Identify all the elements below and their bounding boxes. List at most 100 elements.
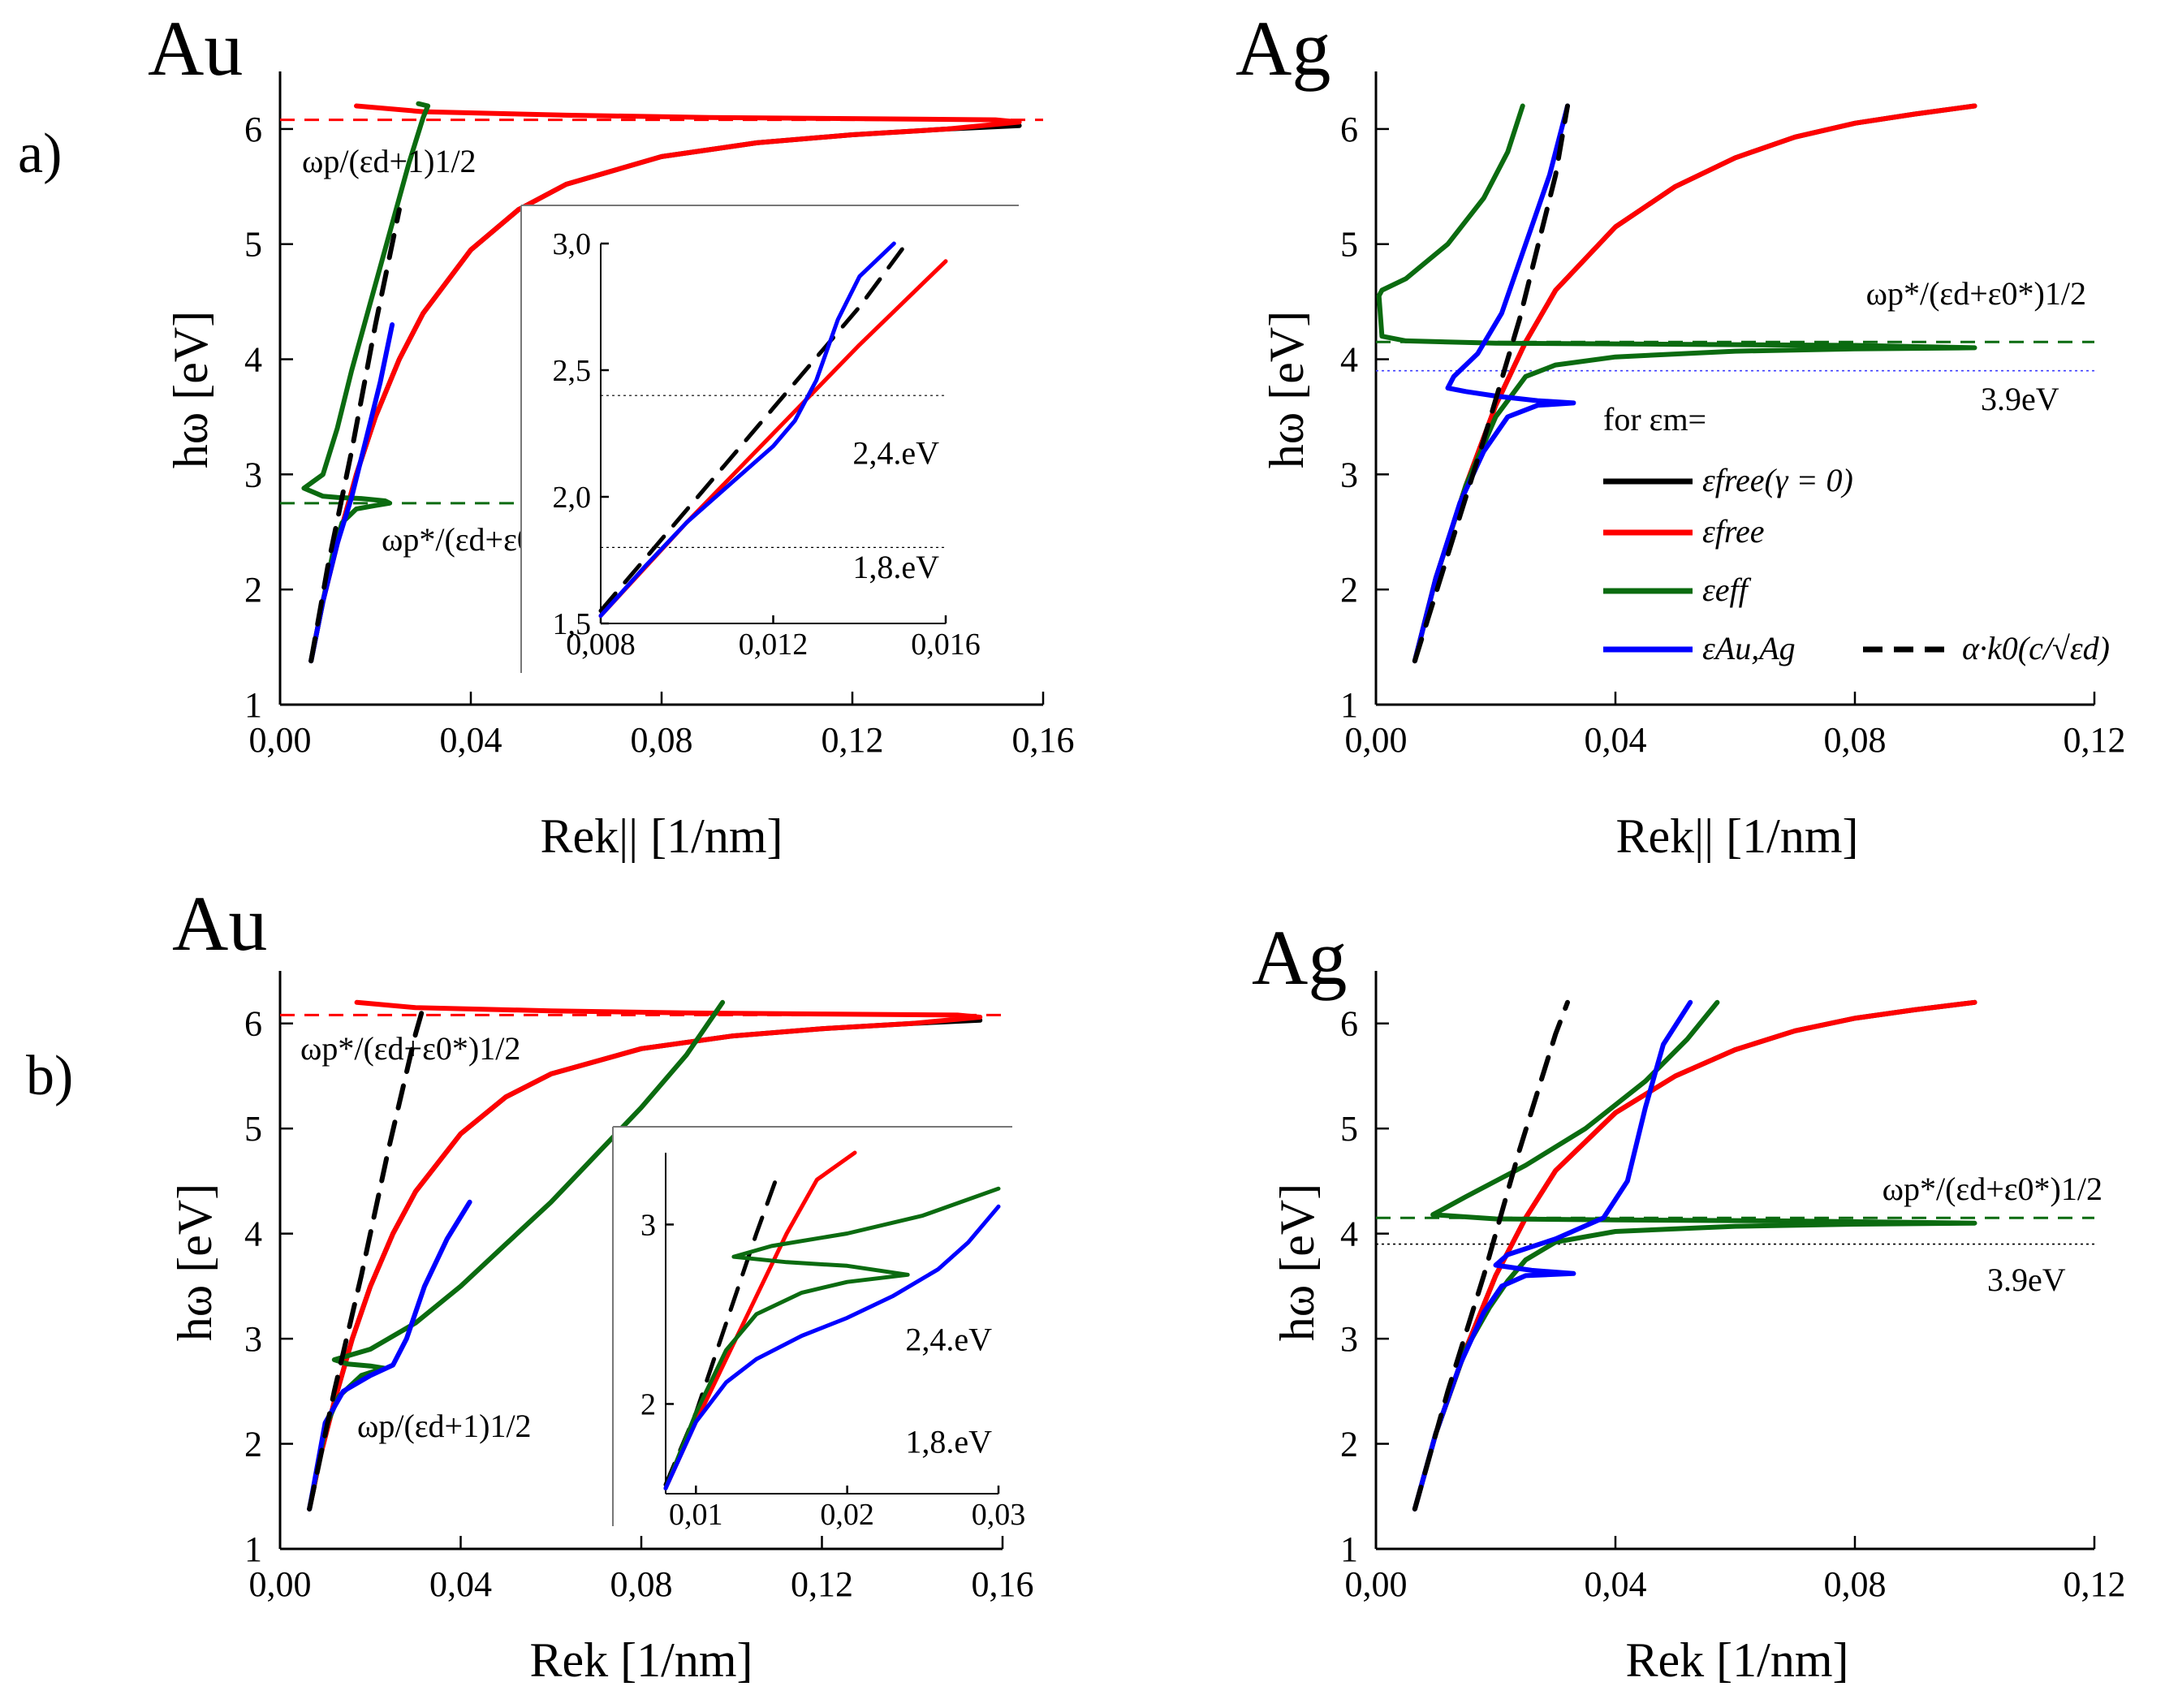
series-line-eff <box>1376 103 1977 664</box>
x-tick-label: 0,04 <box>1585 1564 1647 1604</box>
annotation-wp-star-b-au: ωp*/(εd+ε0*)1/2 <box>300 1030 520 1067</box>
series-line-eff <box>663 1186 1001 1490</box>
plot-area-a-ag: 0,00 0,04 0,08 0,12 1 2 3 4 5 6 <box>1340 71 2126 760</box>
y-axis-label-a-ag: hω [eV] <box>1260 311 1313 468</box>
x-tick-label: 0,12 <box>2064 1564 2126 1604</box>
annotation-wp-eps-d-plus-1-b: ωp/(εd+1)1/2 <box>357 1408 532 1444</box>
x-tick-label: 0,016 <box>911 628 981 662</box>
y-tick-label: 5 <box>244 1109 262 1149</box>
y-axis-label-a-au: hω [eV] <box>164 311 218 468</box>
x-tick-label: 0,04 <box>440 720 502 760</box>
metal-label-ag-b: Ag <box>1252 914 1347 1001</box>
x-tick-label: 0,00 <box>1345 720 1408 760</box>
legend-label-eff: εeff <box>1702 571 1752 608</box>
x-tick-label: 0,16 <box>1012 720 1075 760</box>
x-axis-label-a-au: Rek|| [1/nm] <box>541 809 783 863</box>
y-tick-label: 6 <box>244 110 262 149</box>
series-line-free <box>1412 999 1977 1512</box>
x-tick-label: 0,04 <box>1585 720 1647 760</box>
y-tick-label: 5 <box>1340 1109 1358 1149</box>
series-line-au-ag <box>598 241 896 619</box>
series-line-au-ag <box>1412 999 1693 1512</box>
y-tick-label: 1 <box>244 685 262 725</box>
y-tick-label: 3 <box>244 455 262 494</box>
inset-note-1-8ev: 1,8.eV <box>905 1424 992 1460</box>
x-tick-label: 0,12 <box>791 1564 853 1604</box>
x-tick-label: 0,08 <box>1824 720 1887 760</box>
inset-note-2-4ev: 2,4.eV <box>905 1322 992 1358</box>
y-tick-label: 2 <box>640 1387 656 1421</box>
x-axis-label-b-ag: Rek [1/nm] <box>1626 1633 1849 1687</box>
legend: for εm= εfree(γ = 0) εfree εeff εAu,Ag α·k0(… <box>1603 401 2110 666</box>
y-tick-label: 3 <box>640 1208 656 1242</box>
y-tick-label: 2 <box>1340 570 1358 610</box>
y-tick-label: 4 <box>244 1214 262 1254</box>
metal-label-au-a: Au <box>148 5 243 92</box>
series-line-k0-c-d <box>598 246 905 613</box>
x-tick-label: 0,01 <box>669 1498 723 1532</box>
y-tick-label: 4 <box>244 340 262 380</box>
annotation-3-9ev-a-ag: 3.9eV <box>1981 381 2059 417</box>
y-tick-label: 4 <box>1340 340 1358 380</box>
x-tick-label: 0,08 <box>1824 1564 1887 1604</box>
plot-area-b-au: 0,00 0,04 0,08 0,12 0,16 1 2 3 4 5 6 <box>244 971 1034 1604</box>
x-tick-label: 0,00 <box>1345 1564 1408 1604</box>
series-line-free <box>1412 103 1977 664</box>
x-axis-label-a-ag: Rek|| [1/nm] <box>1616 809 1859 863</box>
legend-label-free: εfree <box>1702 513 1764 550</box>
panel-label-a: a) <box>18 123 62 185</box>
y-tick-label: 3 <box>1340 1319 1358 1359</box>
y-tick-label: 2,5 <box>553 354 592 388</box>
series-line-au-ag <box>307 1199 472 1512</box>
series-line-au-ag <box>663 1204 1001 1490</box>
y-tick-label: 2,0 <box>553 481 592 515</box>
y-tick-label: 3 <box>1340 455 1358 494</box>
y-tick-label: 6 <box>1340 1004 1358 1044</box>
y-tick-label: 6 <box>244 1004 262 1044</box>
metal-label-ag-a: Ag <box>1236 5 1330 92</box>
legend-label-free-0: εfree(γ = 0) <box>1702 462 1853 498</box>
chart-panel-b-ag: Ag 0,00 0,04 0,08 0,12 1 2 3 4 5 6 Rek [1/nm] hω … <box>1252 914 2126 1687</box>
plot-area-b-ag: 0,00 0,04 0,08 0,12 1 2 3 4 5 6 <box>1340 971 2126 1604</box>
x-tick-label: 0,12 <box>822 720 884 760</box>
y-tick-label: 3,0 <box>553 227 592 261</box>
legend-label-k0-c-d: α·k0(c/√εd) <box>1962 630 2110 666</box>
panel-label-b: b) <box>26 1045 73 1107</box>
x-tick-label: 0,012 <box>739 628 809 662</box>
inset-b-au: 0,01 0,02 0,03 2 3 2,4.eV 1,8.eV <box>612 1126 1026 1532</box>
x-tick-label: 0,008 <box>566 628 636 662</box>
series-line-k0-c-d <box>1412 999 1570 1512</box>
series-line-free-0 <box>1412 999 1977 1512</box>
annotation-wp-eps-d-plus-1-a: ωp/(εd+1)1/2 <box>302 143 477 179</box>
y-tick-label: 3 <box>244 1319 262 1359</box>
series-line-k0-c-d <box>308 207 402 664</box>
x-axis-label-b-au: Rek [1/nm] <box>530 1633 753 1687</box>
annotation-3-9ev-b-ag: 3.9eV <box>1987 1262 2066 1298</box>
x-tick-label: 0,04 <box>429 1564 492 1604</box>
y-tick-label: 2 <box>244 1425 262 1464</box>
plot-area-a-au: 0,00 0,04 0,08 0,12 0,16 1 2 3 4 5 6 <box>244 71 1075 760</box>
y-tick-label: 6 <box>1340 110 1358 149</box>
x-tick-label: 0,00 <box>249 1564 312 1604</box>
annotation-wp-star-b-ag: ωp*/(εd+ε0*)1/2 <box>1883 1171 2102 1207</box>
x-tick-label: 0,02 <box>820 1498 874 1532</box>
x-tick-label: 0,03 <box>972 1498 1026 1532</box>
metal-label-au-b: Au <box>172 880 267 967</box>
chart-panel-a-ag: Ag 0,00 0,04 0,08 0,12 1 2 3 4 5 6 Rek|| [1/nm] h… <box>1236 5 2126 863</box>
x-tick-label: 0,12 <box>2064 720 2126 760</box>
x-tick-label: 0,16 <box>972 1564 1034 1604</box>
y-tick-label: 1 <box>1340 1529 1358 1569</box>
y-tick-label: 2 <box>1340 1425 1358 1464</box>
y-tick-label: 2 <box>244 570 262 610</box>
series-line-free-0 <box>1412 103 1977 664</box>
x-tick-label: 0,08 <box>631 720 693 760</box>
x-tick-label: 0,00 <box>249 720 312 760</box>
inset-note-2-4ev: 2,4.eV <box>852 434 939 471</box>
y-axis-label-b-au: hω [eV] <box>168 1184 222 1341</box>
inset-note-1-8ev: 1,8.eV <box>852 549 939 585</box>
legend-label-au-ag: εAu,Ag <box>1702 630 1796 666</box>
chart-panel-a-au: a) Au 0,00 0,04 0,08 0,12 0,16 1 2 3 4 5 6 Rek|| [… <box>18 5 1075 863</box>
series-line-k0-c-d <box>1412 103 1570 664</box>
series-line-k0-c-d <box>307 999 427 1512</box>
